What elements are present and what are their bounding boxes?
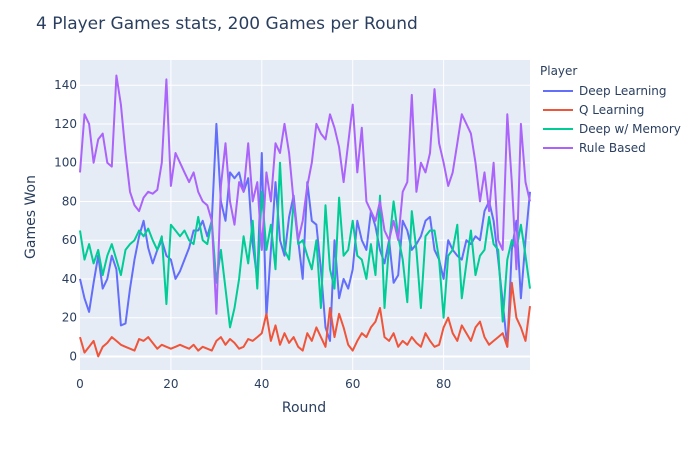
- x-axis: 0 20 40 60 80: [76, 377, 451, 391]
- chart-title: 4 Player Games stats, 200 Games per Roun…: [36, 14, 418, 34]
- y-tick-label: 40: [62, 272, 77, 286]
- legend[interactable]: Player Deep Learning Q Learning Deep w/ Me…: [540, 64, 681, 155]
- series-line-q-learning: [79, 281, 531, 358]
- x-axis-title: Round: [282, 400, 326, 416]
- x-tick-label: 20: [163, 377, 178, 391]
- y-tick-label: 0: [69, 349, 77, 363]
- x-tick-label: 80: [436, 377, 451, 391]
- series-line-rule-based: [79, 74, 531, 315]
- legend-label: Deep Learning: [579, 84, 667, 98]
- legend-label: Q Learning: [579, 103, 644, 117]
- y-tick-label: 60: [62, 233, 77, 247]
- legend-label: Rule Based: [579, 141, 646, 155]
- y-tick-label: 20: [62, 311, 77, 325]
- legend-label: Deep w/ Memory: [579, 122, 681, 136]
- x-tick-label: 0: [76, 377, 84, 391]
- x-tick-label: 40: [254, 377, 269, 391]
- legend-item[interactable]: Deep Learning: [543, 84, 667, 98]
- legend-item[interactable]: Deep w/ Memory: [543, 122, 681, 136]
- plot-area: [79, 60, 531, 370]
- y-tick-label: 80: [62, 194, 77, 208]
- series-line-deep-w-memory: [79, 161, 531, 329]
- y-tick-label: 120: [54, 117, 77, 131]
- series-line-deep-learning: [79, 122, 531, 348]
- legend-title: Player: [540, 64, 577, 78]
- y-axis: 0 20 40 60 80 100 120 140: [54, 78, 77, 363]
- y-tick-label: 100: [54, 156, 77, 170]
- x-tick-label: 60: [345, 377, 360, 391]
- legend-item[interactable]: Rule Based: [543, 141, 646, 155]
- legend-item[interactable]: Q Learning: [543, 103, 644, 117]
- y-tick-label: 140: [54, 78, 77, 92]
- y-axis-title: Games Won: [23, 175, 39, 259]
